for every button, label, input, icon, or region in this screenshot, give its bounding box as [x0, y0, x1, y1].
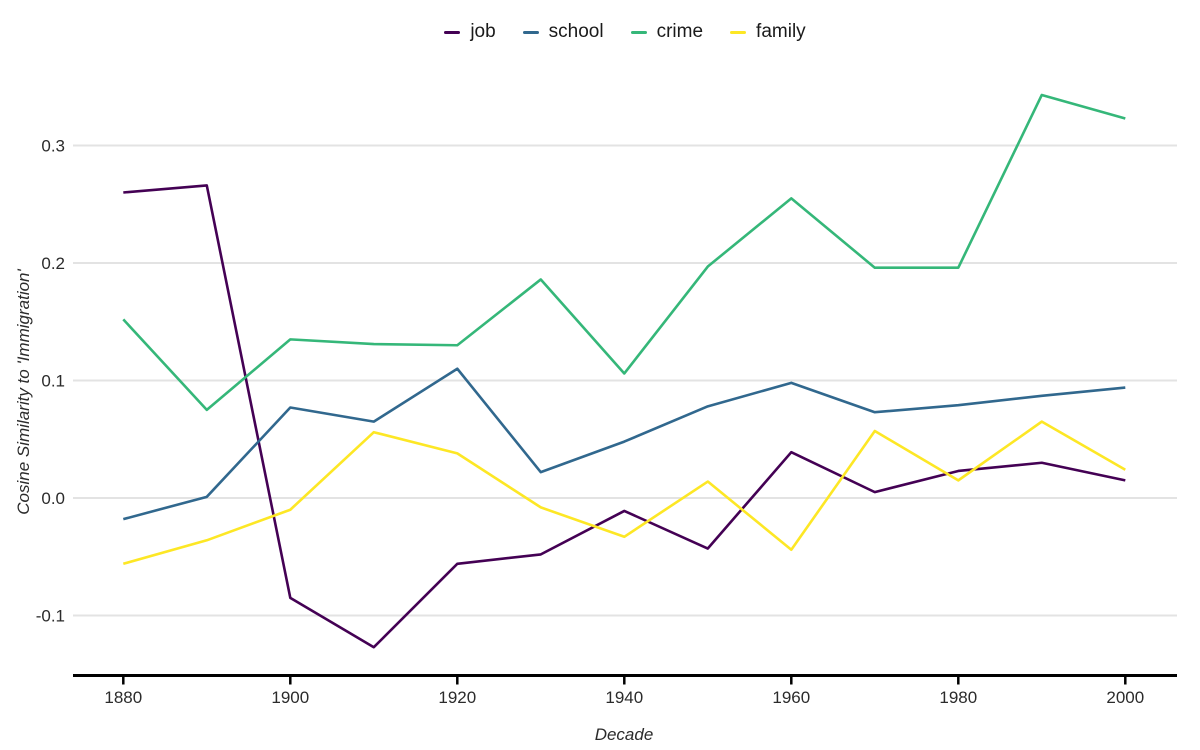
x-axis-title: Decade — [595, 725, 654, 744]
y-tick-label: 0.1 — [41, 372, 65, 391]
series-line-crime — [122, 93, 1126, 412]
x-tick-label: 1960 — [772, 688, 810, 707]
y-tick-label: -0.1 — [36, 607, 65, 626]
y-tick-label: 0.0 — [41, 489, 65, 508]
x-tick-label: 1940 — [605, 688, 643, 707]
series-line-family — [122, 420, 1126, 566]
gridlines — [73, 144, 1177, 617]
series-line-job — [123, 184, 1126, 649]
y-axis-title: Cosine Similarity to 'Immigration' — [14, 268, 33, 514]
tick-labels: -0.1 0.0 0.1 0.2 0.3 1880 1900 1920 1940 1960 1980… — [36, 137, 1145, 708]
x-tick-label: 1980 — [939, 688, 977, 707]
y-tick-label: 0.3 — [41, 137, 65, 156]
x-axis — [73, 674, 1177, 685]
x-tick-label: 1900 — [271, 688, 309, 707]
x-tick-label: 1920 — [438, 688, 476, 707]
series-lines — [122, 93, 1126, 649]
series-line-school — [122, 367, 1126, 521]
y-tick-label: 0.2 — [41, 254, 65, 273]
x-tick-label: 1880 — [104, 688, 142, 707]
x-tick-label: 2000 — [1106, 688, 1144, 707]
